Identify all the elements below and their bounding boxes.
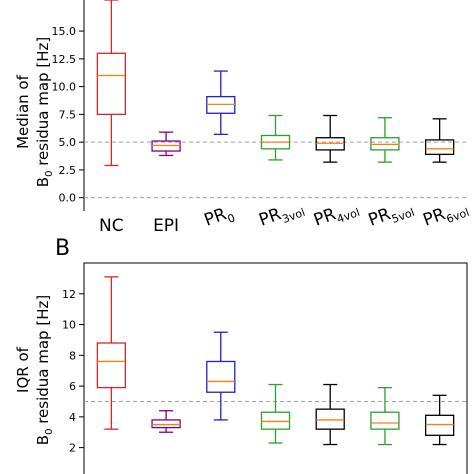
y-tick-label: 12 xyxy=(62,288,76,301)
y-axis-label-line2: B0 residua map [Hz] xyxy=(34,37,55,187)
y-tick-label: 6 xyxy=(69,380,76,393)
y-axis-label-line1: IQR of xyxy=(14,346,32,393)
iqr-box xyxy=(315,408,345,430)
y-axis-label-rest: residua map [Hz] xyxy=(34,37,52,171)
box-6 xyxy=(370,386,400,446)
iqr-box xyxy=(96,52,127,116)
x-tick-label-subscript: 4vol xyxy=(335,206,361,226)
box-1 xyxy=(96,276,127,430)
x-tick-label: EPI xyxy=(153,216,179,236)
x-tick-label-main: PR xyxy=(256,204,284,230)
y-axis-label-subscript: 0 xyxy=(44,171,55,177)
box-series xyxy=(96,0,455,167)
y-tick-label: 12.5 xyxy=(52,53,77,66)
x-tick-label: PR4vol xyxy=(311,196,362,233)
x-tick-label-subscript: 6vol xyxy=(445,206,471,226)
median-panel: Median of B0 residua map [Hz] 0.02.55.07… xyxy=(14,0,471,236)
x-tick-label-subscript: 0 xyxy=(226,211,237,226)
iqr-box xyxy=(424,139,455,156)
iqr-box xyxy=(370,411,400,430)
panel-label: B xyxy=(55,236,70,261)
x-tick-label-main: PR xyxy=(366,204,394,230)
y-tick-label: 2.5 xyxy=(59,164,77,177)
x-tick-label-main: PR xyxy=(311,204,339,230)
plot-frame xyxy=(83,262,468,474)
box-2 xyxy=(151,131,181,157)
box-7 xyxy=(424,118,455,163)
y-tick-label: 8 xyxy=(69,349,76,362)
y-tick-label: 0.0 xyxy=(59,192,77,205)
box-6 xyxy=(370,117,400,163)
y-axis-label-rest: residua map [Hz] xyxy=(34,295,52,429)
box-3 xyxy=(206,331,236,421)
y-axis-label-subscript: 0 xyxy=(44,429,55,435)
y-tick-label: 4 xyxy=(69,411,76,424)
y-tick-label: 10 xyxy=(62,319,76,332)
y-axis-ticks: 0 2 4 6 8 10 12 xyxy=(62,288,84,474)
y-tick-label: 10.0 xyxy=(52,81,77,94)
y-tick-label: 5.0 xyxy=(59,136,77,149)
box-1 xyxy=(96,0,127,167)
x-tick-label: PR3vol xyxy=(256,196,307,233)
iqr-box xyxy=(96,342,127,389)
iqr-box xyxy=(260,411,291,430)
y-tick-label: 2 xyxy=(69,442,76,455)
box-series xyxy=(96,276,455,446)
y-axis-label-line1: Median of xyxy=(14,74,32,149)
box-4 xyxy=(260,383,291,444)
y-axis-label-line2: B0 residua map [Hz] xyxy=(34,295,55,445)
y-axis-label-symbol: B xyxy=(34,435,52,445)
x-tick-label-subscript: 3vol xyxy=(281,206,307,226)
y-axis-label: IQR of B0 residua map [Hz] xyxy=(14,295,55,445)
box-5 xyxy=(315,383,345,446)
x-tick-label: NC xyxy=(99,216,124,236)
box-3 xyxy=(206,70,236,136)
iqr-box xyxy=(206,360,236,393)
y-axis-label-symbol: B xyxy=(34,177,52,187)
box-2 xyxy=(151,410,181,433)
x-tick-label: PR5vol xyxy=(366,196,417,233)
box-4 xyxy=(260,114,291,161)
y-tick-label: 15.0 xyxy=(52,25,77,38)
x-axis-tick-labels: NC EPI PR0 PR3vol PR4vol PR5vol PR6vol xyxy=(99,196,472,236)
x-tick-label: PR0 xyxy=(202,202,237,234)
x-tick-label-subscript: 5vol xyxy=(390,206,416,226)
x-tick-label-main: PR xyxy=(421,204,449,230)
y-tick-label: 0 xyxy=(69,472,76,474)
iqr-box xyxy=(151,419,181,429)
iqr-box xyxy=(424,414,455,436)
y-tick-label: 7.5 xyxy=(59,108,77,121)
x-tick-label: PR6vol xyxy=(421,196,472,233)
box-5 xyxy=(315,114,345,163)
box-7 xyxy=(424,394,455,446)
iqr-panel: B IQR of B0 residua map [Hz] 024681012 xyxy=(14,236,468,474)
y-axis-ticks: 0.0 2.5 5.0 7.5 10.0 12.5 15.0 xyxy=(52,25,84,205)
y-axis-label: Median of B0 residua map [Hz] xyxy=(14,37,55,187)
x-tick-label-main: PR xyxy=(202,204,230,230)
